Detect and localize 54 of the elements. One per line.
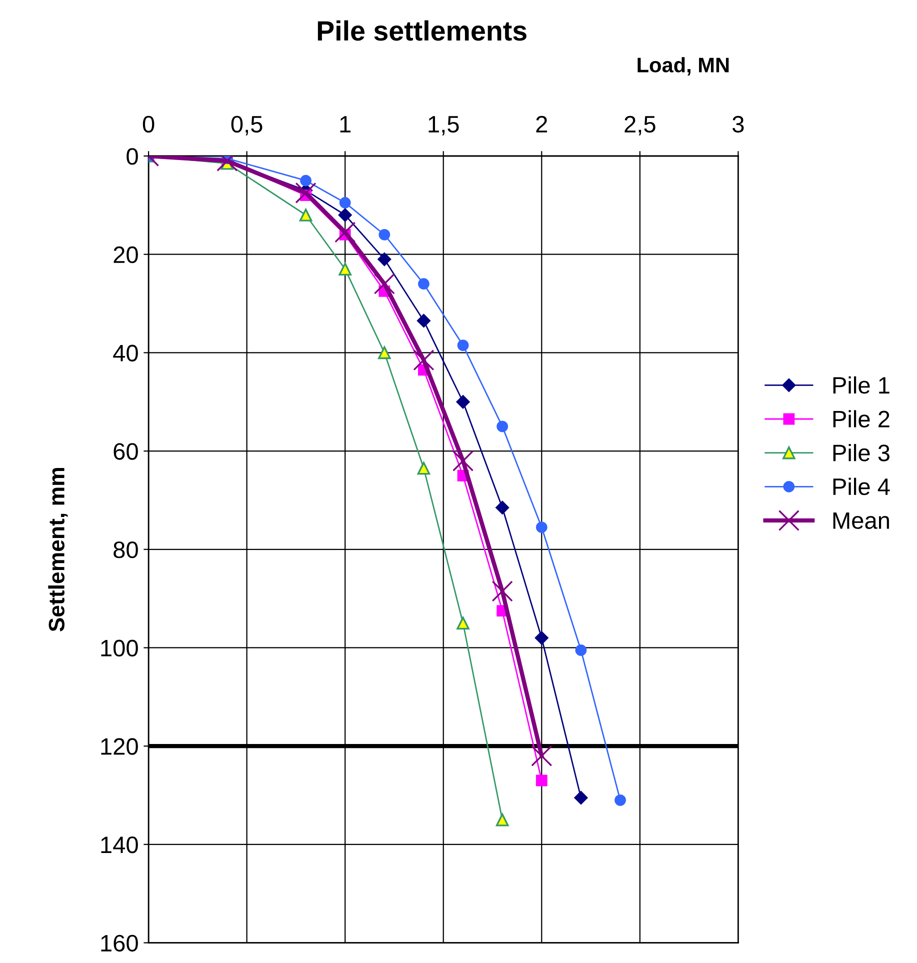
- point: [496, 813, 509, 826]
- point: [416, 314, 430, 328]
- y-tick-label: 20: [114, 246, 138, 264]
- legend-label: Pile 2: [833, 410, 890, 428]
- chart-title: Pile settlements: [318, 20, 526, 41]
- point: [531, 745, 552, 766]
- point: [338, 208, 352, 222]
- point: [417, 462, 430, 475]
- point: [574, 790, 588, 804]
- y-tick-label: 60: [114, 443, 138, 460]
- point: [374, 273, 395, 294]
- y-tick-label: 0: [126, 148, 138, 165]
- x-tick-label: 2,5: [624, 116, 656, 136]
- legend-label: Mean: [833, 512, 889, 529]
- point: [300, 174, 312, 186]
- point: [413, 350, 434, 371]
- x-tick-label: 3: [732, 116, 744, 133]
- point: [378, 252, 392, 266]
- x-tick-label: 1,5: [428, 116, 459, 136]
- y-axis-title: Settlement, mm: [48, 468, 68, 632]
- x-tick-label: 1: [340, 116, 351, 132]
- point: [492, 580, 513, 602]
- point: [339, 197, 351, 208]
- point: [378, 346, 391, 360]
- legend-label: Pile 1: [833, 376, 890, 394]
- point: [456, 395, 470, 409]
- y-tick-label: 80: [114, 541, 138, 558]
- point: [295, 182, 316, 204]
- legend-label: Pile 3: [833, 444, 890, 462]
- point: [534, 631, 548, 645]
- point: [452, 450, 474, 472]
- y-tick-label: 140: [101, 836, 138, 854]
- x-tick-label: 2: [536, 116, 548, 132]
- point: [457, 340, 469, 352]
- x-tick-label: 0,5: [231, 116, 262, 136]
- point: [299, 208, 312, 222]
- point: [418, 278, 430, 290]
- y-tick-label: 160: [101, 934, 138, 952]
- y-tick-label: 100: [101, 640, 138, 657]
- point: [334, 222, 356, 243]
- point: [536, 774, 548, 786]
- legend-label: Pile 4: [833, 478, 890, 496]
- point: [496, 420, 508, 432]
- point: [614, 794, 626, 806]
- point: [378, 228, 390, 240]
- x-axis-title: Load, MN: [638, 57, 729, 76]
- point: [536, 522, 548, 533]
- y-tick-label: 40: [113, 344, 138, 362]
- point: [338, 262, 352, 276]
- y-tick-label: 120: [101, 738, 138, 755]
- point: [496, 500, 510, 514]
- x-tick-label: 0: [142, 116, 154, 133]
- point: [575, 644, 587, 656]
- point: [456, 616, 470, 630]
